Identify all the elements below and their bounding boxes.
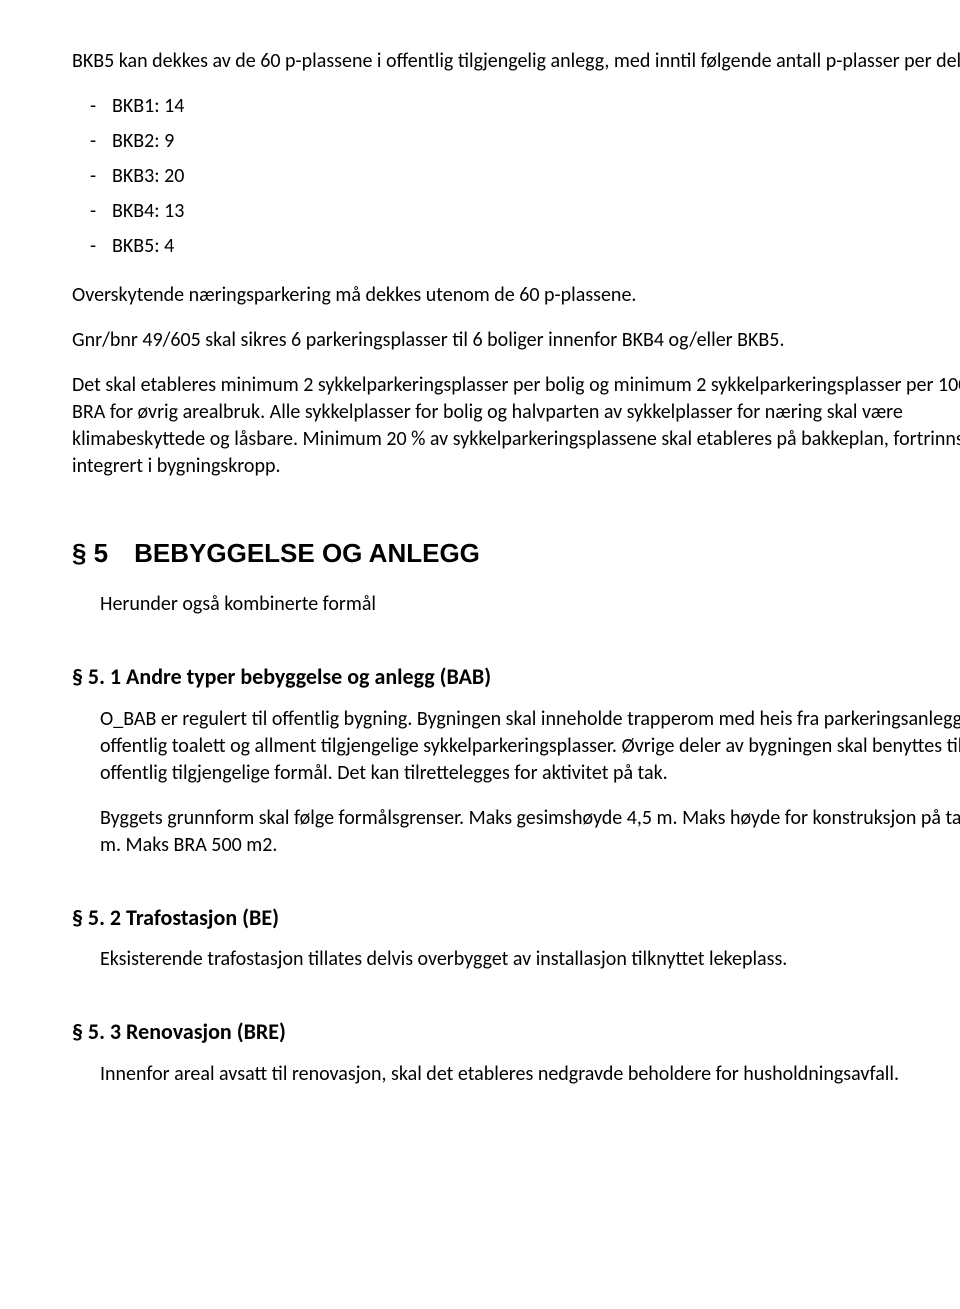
section-5-heading: § 5 BEBYGGELSE OG ANLEGG [72, 536, 960, 571]
list-item: BKB1: 14 [112, 93, 960, 120]
intro-paragraph-3: Gnr/bnr 49/605 skal sikres 6 parkeringsp… [72, 327, 960, 354]
section-5-3-heading: § 5. 3 Renovasjon (BRE) [72, 1017, 960, 1047]
list-item: BKB2: 9 [112, 128, 960, 155]
intro-paragraph-1: BKB5 kan dekkes av de 60 p-plassene i of… [72, 48, 960, 75]
list-item: BKB5: 4 [112, 233, 960, 260]
section-5-2-heading: § 5. 2 Trafostasjon (BE) [72, 903, 960, 933]
list-item: BKB4: 13 [112, 198, 960, 225]
list-item: BKB3: 20 [112, 163, 960, 190]
intro-paragraph-2: Overskytende næringsparkering må dekkes … [72, 282, 960, 309]
section-5-intro: Herunder også kombinerte formål [100, 591, 960, 618]
intro-paragraph-4: Det skal etableres minimum 2 sykkelparke… [72, 372, 960, 480]
section-5-1-p1: O_BAB er regulert til offentlig bygning.… [100, 706, 960, 787]
section-5-2-p1: Eksisterende trafostasjon tillates delvi… [100, 946, 960, 973]
section-5-1-heading: § 5. 1 Andre typer bebyggelse og anlegg … [72, 662, 960, 692]
section-5-3-p1: Innenfor areal avsatt til renovasjon, sk… [100, 1061, 960, 1088]
section-5-1-p2: Byggets grunnform skal følge formålsgren… [100, 805, 960, 859]
bkb-list: BKB1: 14 BKB2: 9 BKB3: 20 BKB4: 13 BKB5:… [72, 93, 960, 260]
